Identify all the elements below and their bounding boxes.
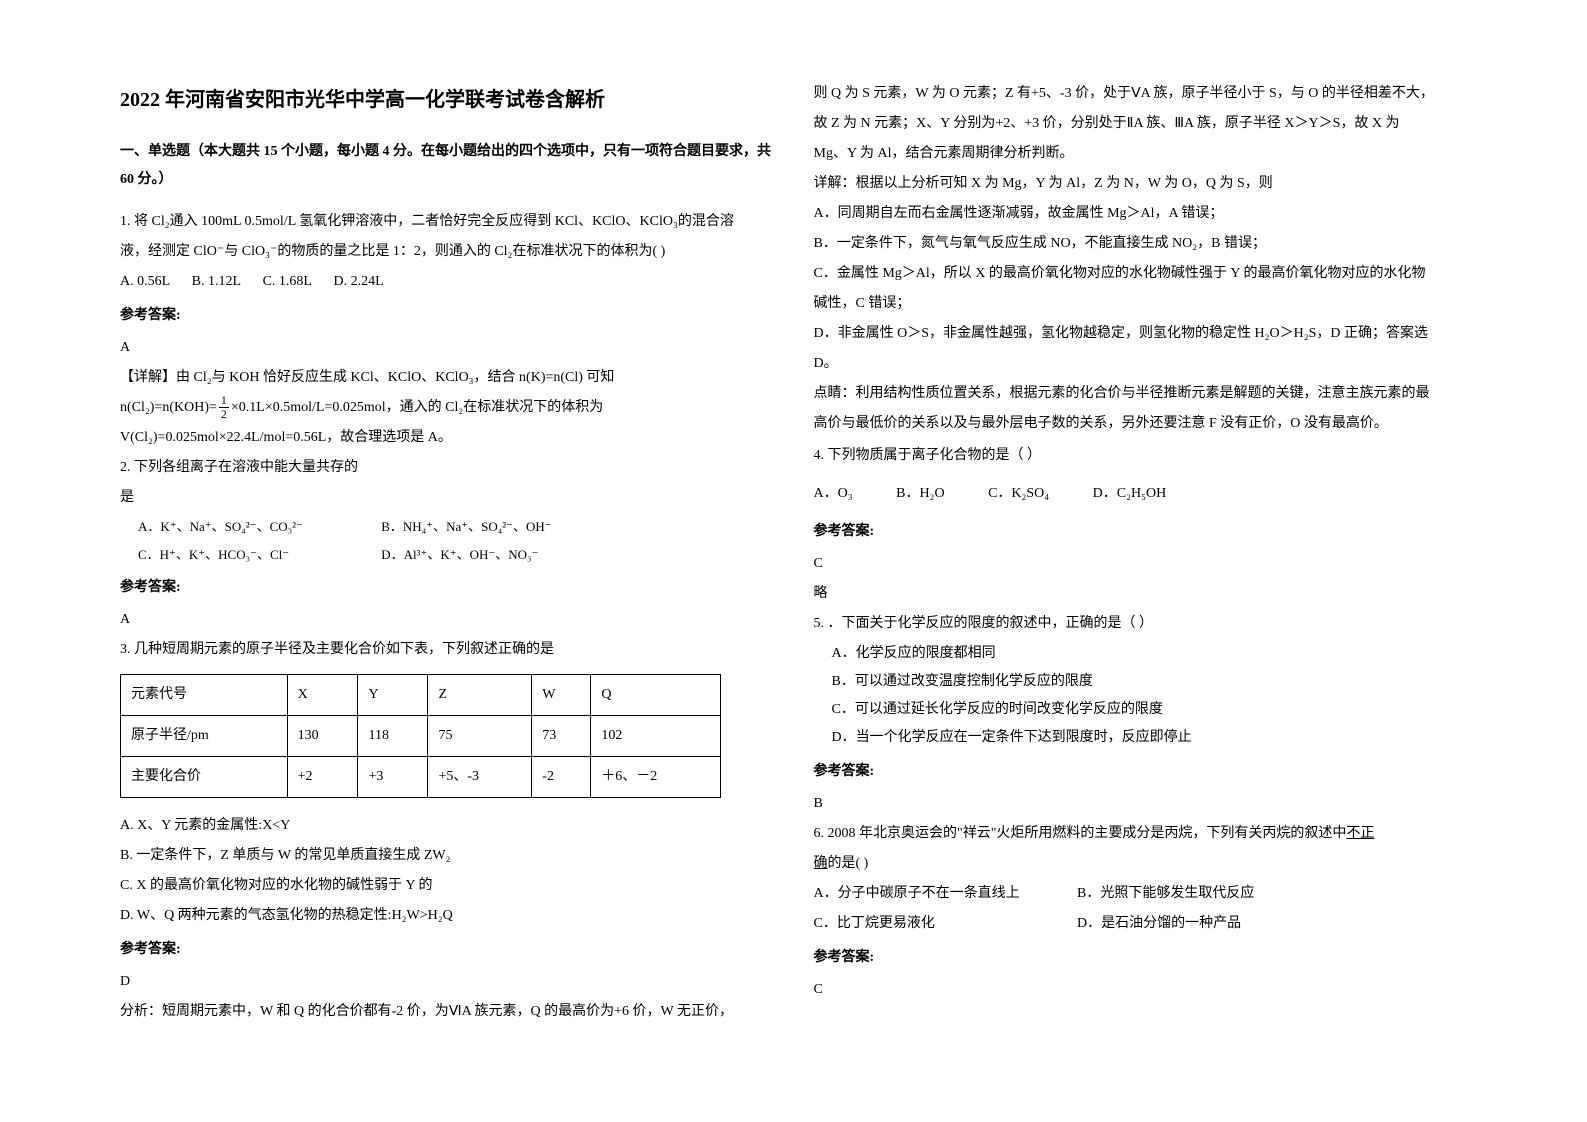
th-1: X [287,675,358,716]
q4-exp: 略 [814,580,1468,608]
table-row: 元素代号 X Y Z W Q [121,675,721,716]
q6-stem2: 确的是( ) [814,850,1468,878]
q3-optB: B. 一定条件下，Z 单质与 W 的常见单质直接生成 ZW₂ [120,842,774,870]
q3-c2-p3: Mg、Y 为 Al，结合元素周期律分析判断。 [814,140,1468,168]
q3-optD: D. W、Q 两种元素的气态氢化物的热稳定性:H₂W>H₂Q [120,902,774,930]
q6-stem-u1: 不正 [1346,826,1374,841]
th-3: Z [428,675,532,716]
q3-c2-p5: A．同周期自左而右金属性逐渐减弱，故金属性 Mg＞Al，A 错误； [814,200,1468,228]
q3-c2-p7: C．金属性 Mg＞Al，所以 X 的最高价氧化物对应的水化物碱性强于 Y 的最高… [814,260,1468,288]
q2-ans: A [120,606,774,634]
q3-table: 元素代号 X Y Z W Q 原子半径/pm 130 118 75 73 102… [120,674,721,798]
q5-stem: 5. ．下面关于化学反应的限度的叙述中，正确的是（ ） [814,610,1468,638]
q3-exp1: 分析：短周期元素中，W 和 Q 的化合价都有-2 价，为ⅥA 族元素，Q 的最高… [120,998,774,1026]
q4-stem: 4. 下列物质属于离子化合物的是（ ） [814,442,1468,470]
q3-c2-p9: D．非金属性 O＞S，非金属性越强，氢化物越稳定，则氢化物的稳定性 H₂O＞H₂… [814,320,1468,348]
q6-optC: C．比丁烷更易液化 [814,910,1074,938]
q3-ans: D [120,968,774,996]
q5-ans-label: 参考答案: [814,758,1468,786]
q1-exp2: n(Cl₂)=n(KOH)=12×0.1L×0.5mol/L=0.025mol，… [120,394,774,422]
q1-optA: A. 0.56L [120,268,170,296]
q1-exp1: 【详解】由 Cl₂与 KOH 恰好反应生成 KCl、KClO、KClO₃，结合 … [120,364,774,392]
q6-ans: C [814,976,1468,1004]
q6-ans-label: 参考答案: [814,944,1468,972]
q5-ans: B [814,790,1468,818]
q1-optB: B. 1.12L [192,268,241,296]
q4-options: A．O₃ B．H₂O C．K₂SO₄ D．C₂H₅OH [814,480,1468,508]
q6-row1: A．分子中碳原子不在一条直线上 B．光照下能够发生取代反应 [814,880,1468,908]
q2-optA: A．K⁺、Na⁺、SO₄²⁻、CO₃²⁻ [138,514,378,540]
q5-optA: A．化学反应的限度都相同 [832,640,1468,668]
th-5: Q [591,675,721,716]
q6-optD: D．是石油分馏的一种产品 [1077,916,1241,931]
q1-optD: D. 2.24L [333,268,383,296]
th-4: W [532,675,591,716]
q4-optB: B．H₂O [896,480,944,508]
q4-optD: D．C₂H₅OH [1093,480,1167,508]
q1-exp3: V(Cl₂)=0.025mol×22.4L/mol=0.56L，故合理选项是 A… [120,424,774,452]
th-2: Y [358,675,428,716]
q3-c2-p2: 故 Z 为 N 元素；X、Y 分别为+2、+3 价，分别处于ⅡA 族、ⅢA 族，… [814,110,1468,138]
q3-c2-p8: 碱性，C 错误； [814,290,1468,318]
q3-c2-p6: B．一定条件下，氮气与氧气反应生成 NO，不能直接生成 NO₂，B 错误； [814,230,1468,258]
q2-options: A．K⁺、Na⁺、SO₄²⁻、CO₃²⁻ B．NH₄⁺、Na⁺、SO₄²⁻、OH… [120,514,774,568]
q1-ans-label: 参考答案: [120,302,774,330]
th-0: 元素代号 [121,675,288,716]
q2-optC: C．H⁺、K⁺、HCO₃⁻、Cl⁻ [138,542,378,568]
q5-optB: B．可以通过改变温度控制化学反应的限度 [832,668,1468,696]
q6-optB: B．光照下能够发生取代反应 [1077,886,1254,901]
left-column: 2022 年河南省安阳市光华中学高一化学联考试卷含解析 一、单选题（本大题共 1… [100,80,794,1082]
q1-optC: C. 1.68L [263,268,312,296]
q3-optA: A. X、Y 元素的金属性:X<Y [120,812,774,840]
q2-ans-label: 参考答案: [120,574,774,602]
q6-row2: C．比丁烷更易液化 D．是石油分馏的一种产品 [814,910,1468,938]
page-title: 2022 年河南省安阳市光华中学高一化学联考试卷含解析 [120,80,774,120]
table-row: 原子半径/pm 130 118 75 73 102 [121,716,721,757]
q3-stem: 3. 几种短周期元素的原子半径及主要化合价如下表，下列叙述正确的是 [120,636,774,664]
q2-optB: B．NH₄⁺、Na⁺、SO₄²⁻、OH⁻ [381,519,551,534]
q6-stem-b: 的是( ) [828,856,869,871]
table-row: 主要化合价 +2 +3 +5、-3 -2 ＋6、－2 [121,757,721,798]
part1-header: 一、单选题（本大题共 15 个小题，每小题 4 分。在每小题给出的四个选项中，只… [120,138,774,194]
q2-stem2: 是 [120,484,774,512]
q5-optC: C．可以通过延长化学反应的时间改变化学反应的限度 [832,696,1468,724]
q3-c2-p4: 详解：根据以上分析可知 X 为 Mg，Y 为 Al，Z 为 N，W 为 O，Q … [814,170,1468,198]
q6-optA: A．分子中碳原子不在一条直线上 [814,880,1074,908]
q4-optC: C．K₂SO₄ [988,480,1049,508]
right-column: 则 Q 为 S 元素，W 为 O 元素；Z 有+5、-3 价，处于ⅤA 族，原子… [794,80,1488,1082]
q3-c2-p12: 高价与最低价的关系以及与最外层电子数的关系，另外还要注意 F 没有正价，O 没有… [814,410,1468,438]
q6-stem-u2: 确 [814,856,828,871]
fraction: 12 [219,394,229,421]
q6-stem-a: 6. 2008 年北京奥运会的"祥云"火炬所用燃料的主要成分是丙烷，下列有关丙烷… [814,826,1347,841]
q2-optD: D．Al³⁺、K⁺、OH⁻、NO₃⁻ [381,547,538,562]
q3-c2-p1: 则 Q 为 S 元素，W 为 O 元素；Z 有+5、-3 价，处于ⅤA 族，原子… [814,80,1468,108]
q3-ans-label: 参考答案: [120,936,774,964]
q3-optC: C. X 的最高价氧化物对应的水化物的碱性弱于 Y 的 [120,872,774,900]
q6-stem: 6. 2008 年北京奥运会的"祥云"火炬所用燃料的主要成分是丙烷，下列有关丙烷… [814,820,1468,848]
q3-c2-p10: D。 [814,350,1468,378]
q3-c2-p11: 点睛：利用结构性质位置关系，根据元素的化合价与半径推断元素是解题的关键，注意主族… [814,380,1468,408]
q1-exp2b: ×0.1L×0.5mol/L=0.025mol，通入的 Cl₂在标准状况下的体积… [231,400,603,415]
q1-stem-line2: 液，经测定 ClO⁻与 ClO₃⁻的物质的量之比是 1：2，则通入的 Cl₂在标… [120,238,774,266]
q4-ans: C [814,550,1468,578]
q1-exp2a: n(Cl₂)=n(KOH)= [120,400,217,415]
q5-optD: D．当一个化学反应在一定条件下达到限度时，反应即停止 [832,724,1468,752]
q5-options: A．化学反应的限度都相同 B．可以通过改变温度控制化学反应的限度 C．可以通过延… [814,640,1468,752]
q1-ans: A [120,334,774,362]
q4-optA: A．O₃ [814,480,853,508]
q2-stem: 2. 下列各组离子在溶液中能大量共存的 [120,454,774,482]
q4-ans-label: 参考答案: [814,518,1468,546]
q1-stem-line1: 1. 将 Cl₂通入 100mL 0.5mol/L 氢氧化钾溶液中，二者恰好完全… [120,208,774,236]
q1-options: A. 0.56L B. 1.12L C. 1.68L D. 2.24L [120,268,774,296]
